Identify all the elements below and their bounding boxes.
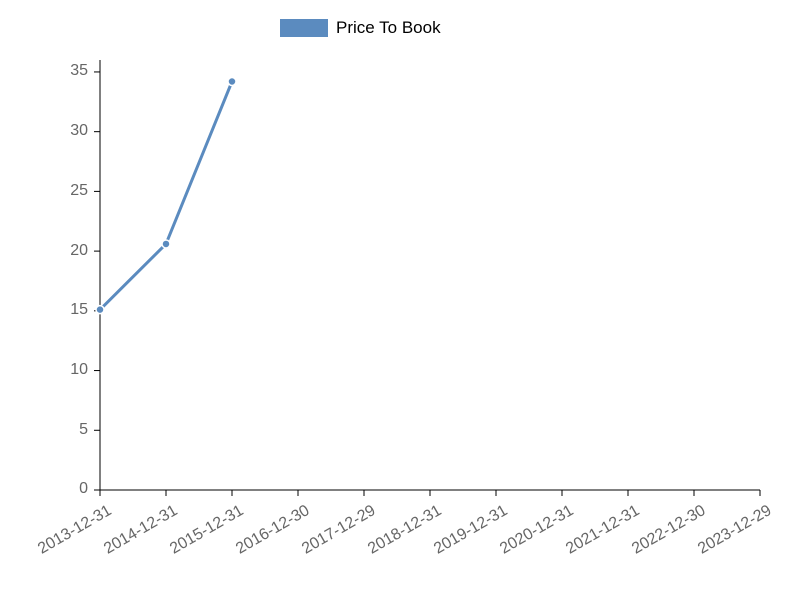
- y-tick-label: 25: [70, 182, 88, 200]
- y-tick-label: 10: [70, 361, 88, 379]
- legend-label: Price To Book: [336, 18, 441, 38]
- line-chart: Price To Book 051015202530352013-12-3120…: [0, 0, 800, 600]
- y-tick-label: 35: [70, 62, 88, 80]
- y-tick-label: 20: [70, 242, 88, 260]
- legend: Price To Book: [280, 18, 441, 38]
- y-tick-label: 5: [79, 421, 88, 439]
- legend-swatch: [280, 19, 328, 37]
- y-tick-label: 30: [70, 122, 88, 140]
- y-tick-label: 15: [70, 301, 88, 319]
- chart-svg: [0, 0, 800, 600]
- y-tick-label: 0: [79, 480, 88, 498]
